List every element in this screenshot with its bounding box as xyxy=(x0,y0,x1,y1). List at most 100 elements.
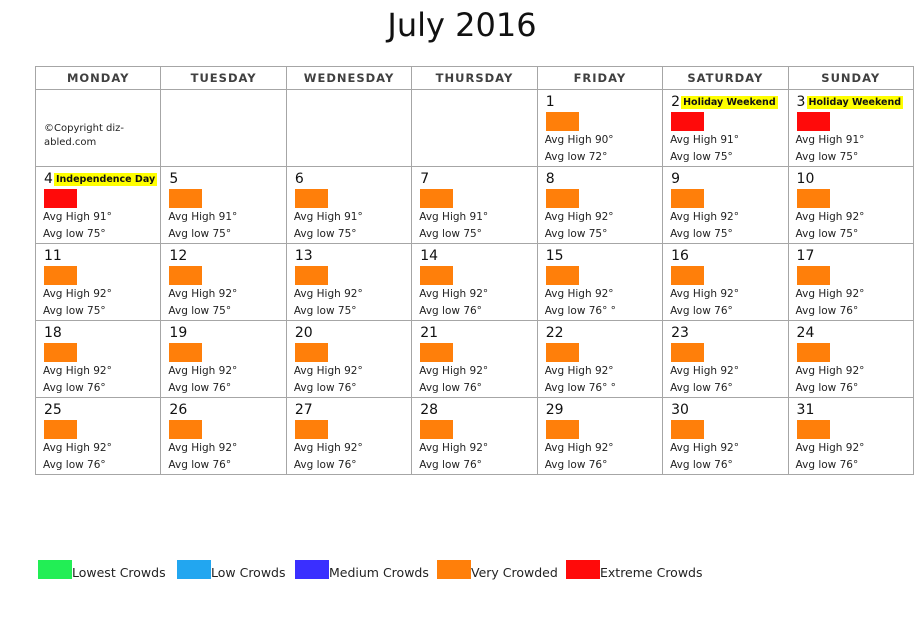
avg-high-temp: Avg High 91° xyxy=(293,211,363,223)
day-cell: 20 Avg High 92° Avg low 76° xyxy=(285,320,413,398)
day-number: 21 xyxy=(420,325,439,341)
avg-low-temp: Avg low 76° xyxy=(670,459,733,471)
day-cell: 14 Avg High 92° Avg low 76° xyxy=(411,243,538,321)
crowd-level-indicator xyxy=(169,343,203,362)
crowd-level-indicator xyxy=(545,343,579,362)
weekday-header: THURSDAY xyxy=(411,66,538,90)
day-number: 8 xyxy=(545,171,555,187)
crowd-level-indicator xyxy=(671,189,705,208)
crowd-level-indicator xyxy=(294,343,328,362)
avg-high-temp: Avg High 92° xyxy=(795,442,865,454)
crowd-level-indicator xyxy=(420,189,454,208)
avg-low-temp: Avg low 76° xyxy=(293,382,357,394)
legend-label: Lowest Crowds xyxy=(72,565,166,580)
legend-label: Medium Crowds xyxy=(329,565,429,580)
day-cell: 9 Avg High 92° Avg low 75° xyxy=(662,166,789,244)
avg-high-temp: Avg High 92° xyxy=(419,442,489,454)
avg-high-temp: Avg High 92° xyxy=(670,288,739,300)
avg-high-temp: Avg High 91° xyxy=(419,211,489,223)
day-cell: 16 Avg High 92° Avg low 76° xyxy=(662,243,789,321)
avg-high-temp: Avg High 92° xyxy=(419,365,489,377)
empty-day-cell xyxy=(285,89,413,167)
avg-low-temp: Avg low 75° xyxy=(419,228,482,240)
avg-high-temp: Avg High 91° xyxy=(168,211,238,223)
crowd-level-indicator xyxy=(796,343,830,362)
crowd-level-indicator xyxy=(545,189,579,208)
day-cell: 29 Avg High 92° Avg low 76° xyxy=(536,397,664,475)
holiday-label: Holiday Weekend xyxy=(681,96,778,109)
day-number: 24 xyxy=(796,325,815,341)
day-cell: 19 Avg High 92° Avg low 76° xyxy=(160,320,287,398)
avg-low-temp: Avg low 76° xyxy=(419,305,482,317)
day-number: 11 xyxy=(44,248,62,264)
day-cell: 15 Avg High 92° Avg low 76° ° xyxy=(536,243,664,321)
avg-low-temp: Avg low 75° xyxy=(293,228,357,240)
avg-high-temp: Avg High 92° xyxy=(795,211,865,223)
crowd-level-indicator xyxy=(796,266,830,285)
avg-low-temp: Avg low 75° xyxy=(544,228,608,240)
crowd-level-indicator xyxy=(545,420,579,439)
legend-label: Very Crowded xyxy=(471,565,558,580)
legend-swatch-extreme xyxy=(566,560,600,579)
legend-swatch-lowest xyxy=(38,560,72,579)
crowd-level-indicator xyxy=(545,112,579,131)
day-number: 13 xyxy=(294,248,313,264)
weekday-header: WEDNESDAY xyxy=(285,66,413,90)
crowd-level-indicator xyxy=(169,266,203,285)
avg-high-temp: Avg High 92° xyxy=(670,365,739,377)
day-number: 23 xyxy=(671,325,689,341)
day-cell: 17 Avg High 92° Avg low 76° xyxy=(787,243,915,321)
day-number: 10 xyxy=(796,171,815,187)
calendar-body: ©Copyright diz-abled.com 1 Avg High 90° Avg… xyxy=(34,89,915,475)
day-cell: 8 Avg High 92° Avg low 75° xyxy=(536,166,664,244)
empty-day-cell xyxy=(160,89,287,167)
avg-high-temp: Avg High 92° xyxy=(43,365,112,377)
day-number: 2 xyxy=(671,94,681,110)
day-number: 28 xyxy=(420,402,439,418)
avg-low-temp: Avg low 75° xyxy=(43,228,106,240)
avg-high-temp: Avg High 91° xyxy=(795,134,865,146)
day-number: 26 xyxy=(169,402,188,418)
holiday-label: Holiday Weekend xyxy=(806,96,904,109)
day-number: 3 xyxy=(796,94,806,110)
day-number: 30 xyxy=(671,402,689,418)
crowd-level-indicator xyxy=(796,189,830,208)
legend-swatch-very xyxy=(437,560,471,579)
avg-low-temp: Avg low 75° xyxy=(670,151,733,163)
avg-low-temp: Avg low 76° xyxy=(168,382,232,394)
avg-high-temp: Avg High 92° xyxy=(544,288,614,300)
crowd-level-indicator xyxy=(44,420,77,439)
crowd-level-indicator xyxy=(796,420,830,439)
day-number: 31 xyxy=(796,402,815,418)
day-cell: 23 Avg High 92° Avg low 76° xyxy=(662,320,789,398)
day-cell: 3 Holiday Weekend Avg High 91° Avg low 75° xyxy=(787,89,915,167)
avg-high-temp: Avg High 92° xyxy=(293,288,363,300)
avg-low-temp: Avg low 75° xyxy=(670,228,733,240)
crowd-level-indicator xyxy=(671,112,705,131)
avg-low-temp: Avg low 76° xyxy=(419,382,482,394)
week-row: 11 Avg High 92° Avg low 75° 12 Avg High 92° A… xyxy=(34,243,915,321)
weekday-header: SUNDAY xyxy=(787,66,915,90)
avg-low-temp: Avg low 72° xyxy=(544,151,608,163)
day-cell: 13 Avg High 92° Avg low 75° xyxy=(285,243,413,321)
day-cell: 25 Avg High 92° Avg low 76° xyxy=(34,397,162,475)
avg-low-temp: Avg low 75° xyxy=(168,305,232,317)
day-cell: 18 Avg High 92° Avg low 76° xyxy=(34,320,162,398)
day-number: 14 xyxy=(420,248,439,264)
day-number: 29 xyxy=(545,402,564,418)
avg-high-temp: Avg High 92° xyxy=(168,365,238,377)
avg-low-temp: Avg low 76° ° xyxy=(544,382,616,394)
day-cell: 11 Avg High 92° Avg low 75° xyxy=(34,243,162,321)
crowd-level-indicator xyxy=(420,266,454,285)
week-row: ©Copyright diz-abled.com 1 Avg High 90° Avg… xyxy=(34,89,915,167)
avg-low-temp: Avg low 76° xyxy=(43,459,106,471)
crowd-level-indicator xyxy=(294,266,328,285)
crowd-level-indicator xyxy=(545,266,579,285)
day-number: 1 xyxy=(545,94,555,110)
avg-high-temp: Avg High 92° xyxy=(293,365,363,377)
weekday-header: TUESDAY xyxy=(160,66,287,90)
day-number: 6 xyxy=(294,171,304,187)
day-number: 5 xyxy=(169,171,179,187)
day-cell: 26 Avg High 92° Avg low 76° xyxy=(160,397,287,475)
day-cell: 12 Avg High 92° Avg low 75° xyxy=(160,243,287,321)
